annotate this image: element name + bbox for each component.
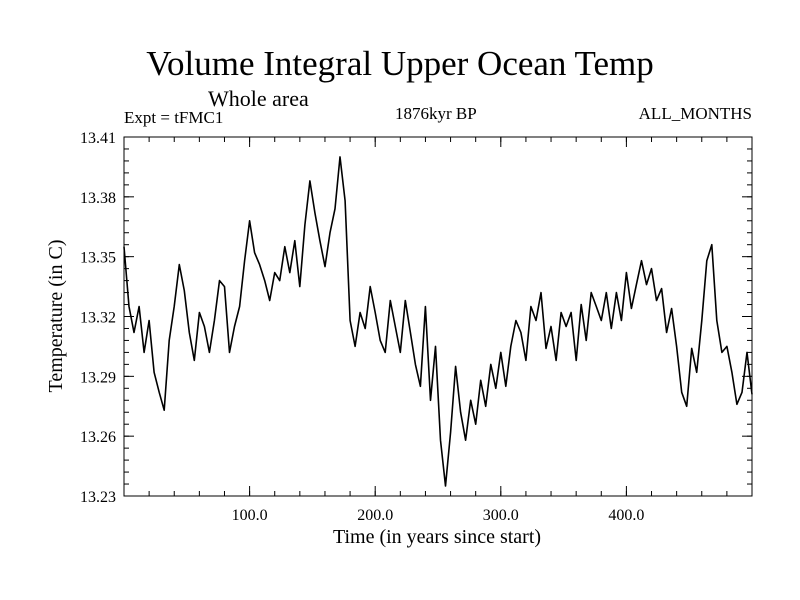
period-label: 1876kyr BP [395, 104, 477, 123]
x-tick-label: 300.0 [483, 507, 519, 524]
experiment-label: Expt = tFMC1 [124, 108, 224, 127]
series-line [123, 156, 753, 487]
y-tick-label: 13.38 [80, 190, 116, 207]
chart-subtitle: Whole area [208, 86, 309, 111]
series-group [123, 156, 753, 487]
months-label: ALL_MONTHS [638, 104, 752, 123]
y-tick-label: 13.35 [80, 250, 116, 267]
plot-frame [123, 136, 753, 497]
y-tick-label: 13.26 [80, 429, 116, 446]
x-tick-label: 200.0 [357, 507, 393, 524]
x-axis-label: Time (in years since start) [333, 526, 541, 548]
y-tick-label: 13.29 [80, 369, 116, 386]
y-tick-label: 13.41 [80, 130, 116, 147]
x-tick-label: 400.0 [608, 507, 644, 524]
y-tick-label: 13.32 [80, 310, 116, 327]
axis-tick-labels: 13.23 13.26 13.29 13.32 13.35 13.38 13.41 100.0… [80, 130, 644, 524]
y-tick-label: 13.23 [80, 489, 116, 506]
chart-title: Volume Integral Upper Ocean Temp [146, 44, 654, 83]
x-tick-label: 100.0 [232, 507, 268, 524]
axis-ticks [124, 136, 752, 497]
y-axis-label: Temperature (in C) [45, 240, 67, 393]
